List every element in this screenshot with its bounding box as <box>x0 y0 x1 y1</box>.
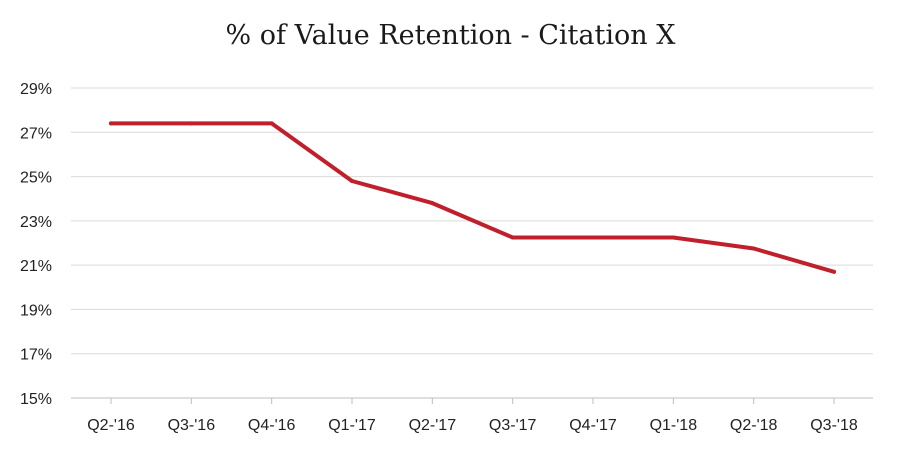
y-axis-ticks: 29% 27% 25% 23% 21% 19% 17% 15% <box>20 81 52 408</box>
y-tick-label: 21% <box>20 258 52 275</box>
data-point <box>269 121 274 126</box>
gridlines <box>71 87 873 399</box>
chart-title: % of Value Retention - Citation X <box>225 20 676 51</box>
x-tick-label: Q3-'17 <box>489 417 537 434</box>
x-tick-label: Q3-'18 <box>810 417 858 434</box>
x-tick-label: Q2-'16 <box>87 417 135 434</box>
y-tick-label: 29% <box>20 81 52 98</box>
y-tick-label: 25% <box>20 170 52 187</box>
x-axis-ticks: Q2-'16 Q3-'16 Q4-'16 Q1-'17 Q2-'17 Q3-'17 Q4-'… <box>87 398 858 434</box>
x-tick-label: Q2-'17 <box>409 417 457 434</box>
data-point <box>671 235 676 240</box>
y-tick-label: 17% <box>20 347 52 364</box>
y-tick-label: 19% <box>20 302 52 319</box>
data-point <box>109 121 113 126</box>
y-tick-label: 23% <box>20 214 52 231</box>
data-point <box>189 121 194 126</box>
x-tick-label: Q4-'17 <box>569 417 617 434</box>
y-tick-label: 27% <box>20 125 52 142</box>
series-group <box>109 121 836 274</box>
data-point <box>832 269 836 274</box>
data-point <box>510 235 515 240</box>
data-point <box>350 179 354 183</box>
y-tick-label: 15% <box>20 391 52 408</box>
x-tick-label: Q1-'18 <box>650 417 698 434</box>
series-line <box>109 121 836 274</box>
x-tick-label: Q3-'16 <box>168 417 216 434</box>
data-point <box>591 235 595 240</box>
x-tick-label: Q1-'17 <box>328 417 376 434</box>
x-tick-label: Q4-'16 <box>248 417 296 434</box>
data-point <box>430 201 435 206</box>
data-point <box>751 246 756 251</box>
x-tick-label: Q2-'18 <box>730 417 778 434</box>
